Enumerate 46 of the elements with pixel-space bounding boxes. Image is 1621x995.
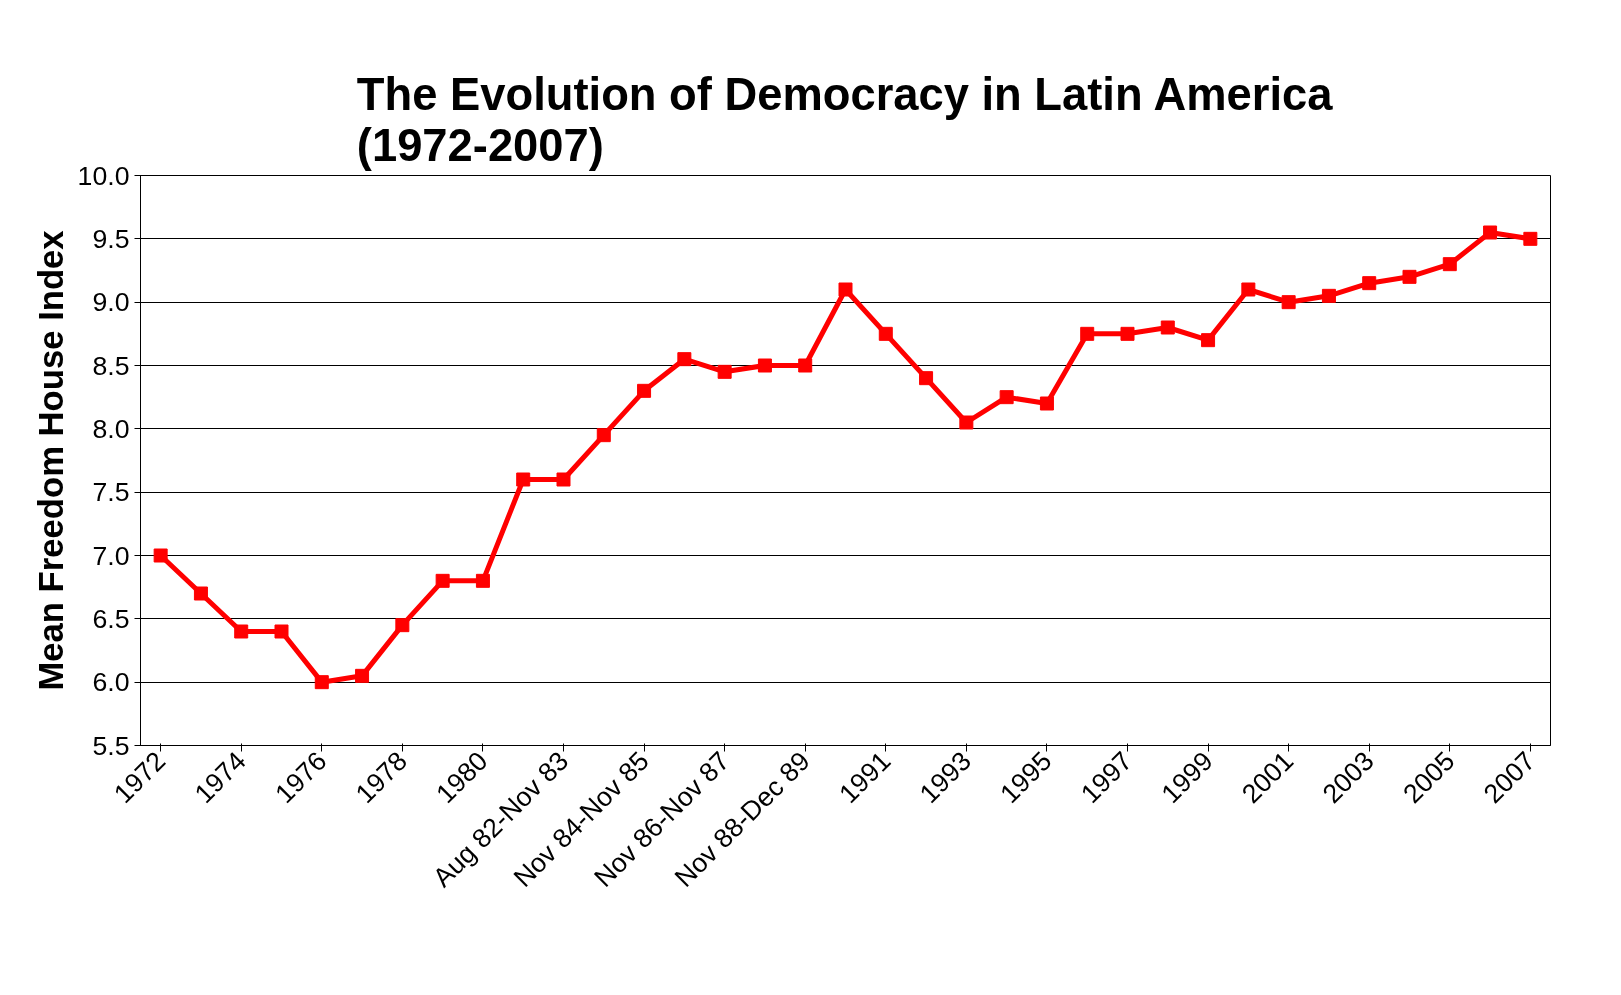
point — [596, 428, 611, 443]
y-tick-label: 7.5 — [92, 477, 130, 508]
y-tick-label: 6.0 — [92, 667, 130, 698]
y-tick-label: 7.0 — [92, 540, 130, 571]
point — [717, 364, 732, 379]
point — [838, 282, 853, 297]
y-tick-label: 10.0 — [77, 160, 130, 191]
point — [395, 618, 410, 633]
point — [475, 573, 490, 588]
point — [1483, 225, 1498, 240]
point — [274, 624, 289, 639]
y-axis-title: Mean Freedom House Index — [31, 229, 70, 691]
point — [1523, 231, 1538, 246]
y-tick-label: 6.5 — [92, 603, 130, 634]
chart-title: The Evolution of Democracy in Latin America (1972-2007) — [356, 68, 1334, 171]
y-tick-label: 9.5 — [92, 223, 130, 254]
point — [435, 573, 450, 588]
point — [355, 668, 370, 683]
point — [1241, 282, 1256, 297]
point — [999, 390, 1014, 405]
point — [193, 586, 208, 601]
point — [637, 383, 652, 398]
point — [1321, 288, 1336, 303]
point — [919, 371, 934, 386]
point — [1362, 276, 1377, 291]
point — [959, 415, 974, 430]
point — [677, 352, 692, 367]
y-tick-label: 8.0 — [92, 413, 130, 444]
point — [1039, 396, 1054, 411]
point — [153, 548, 168, 563]
point — [1160, 320, 1175, 335]
point — [314, 675, 329, 690]
point — [798, 358, 813, 373]
point — [234, 624, 249, 639]
y-tick-label: 8.5 — [92, 350, 130, 381]
point — [1080, 326, 1095, 341]
y-tick-label: 9.0 — [92, 287, 130, 318]
point — [757, 358, 772, 373]
point — [1201, 333, 1216, 348]
point — [1402, 269, 1417, 284]
point — [878, 326, 893, 341]
point — [1120, 326, 1135, 341]
point — [516, 472, 531, 487]
point — [1442, 257, 1457, 272]
point — [1281, 295, 1296, 310]
point — [556, 472, 571, 487]
